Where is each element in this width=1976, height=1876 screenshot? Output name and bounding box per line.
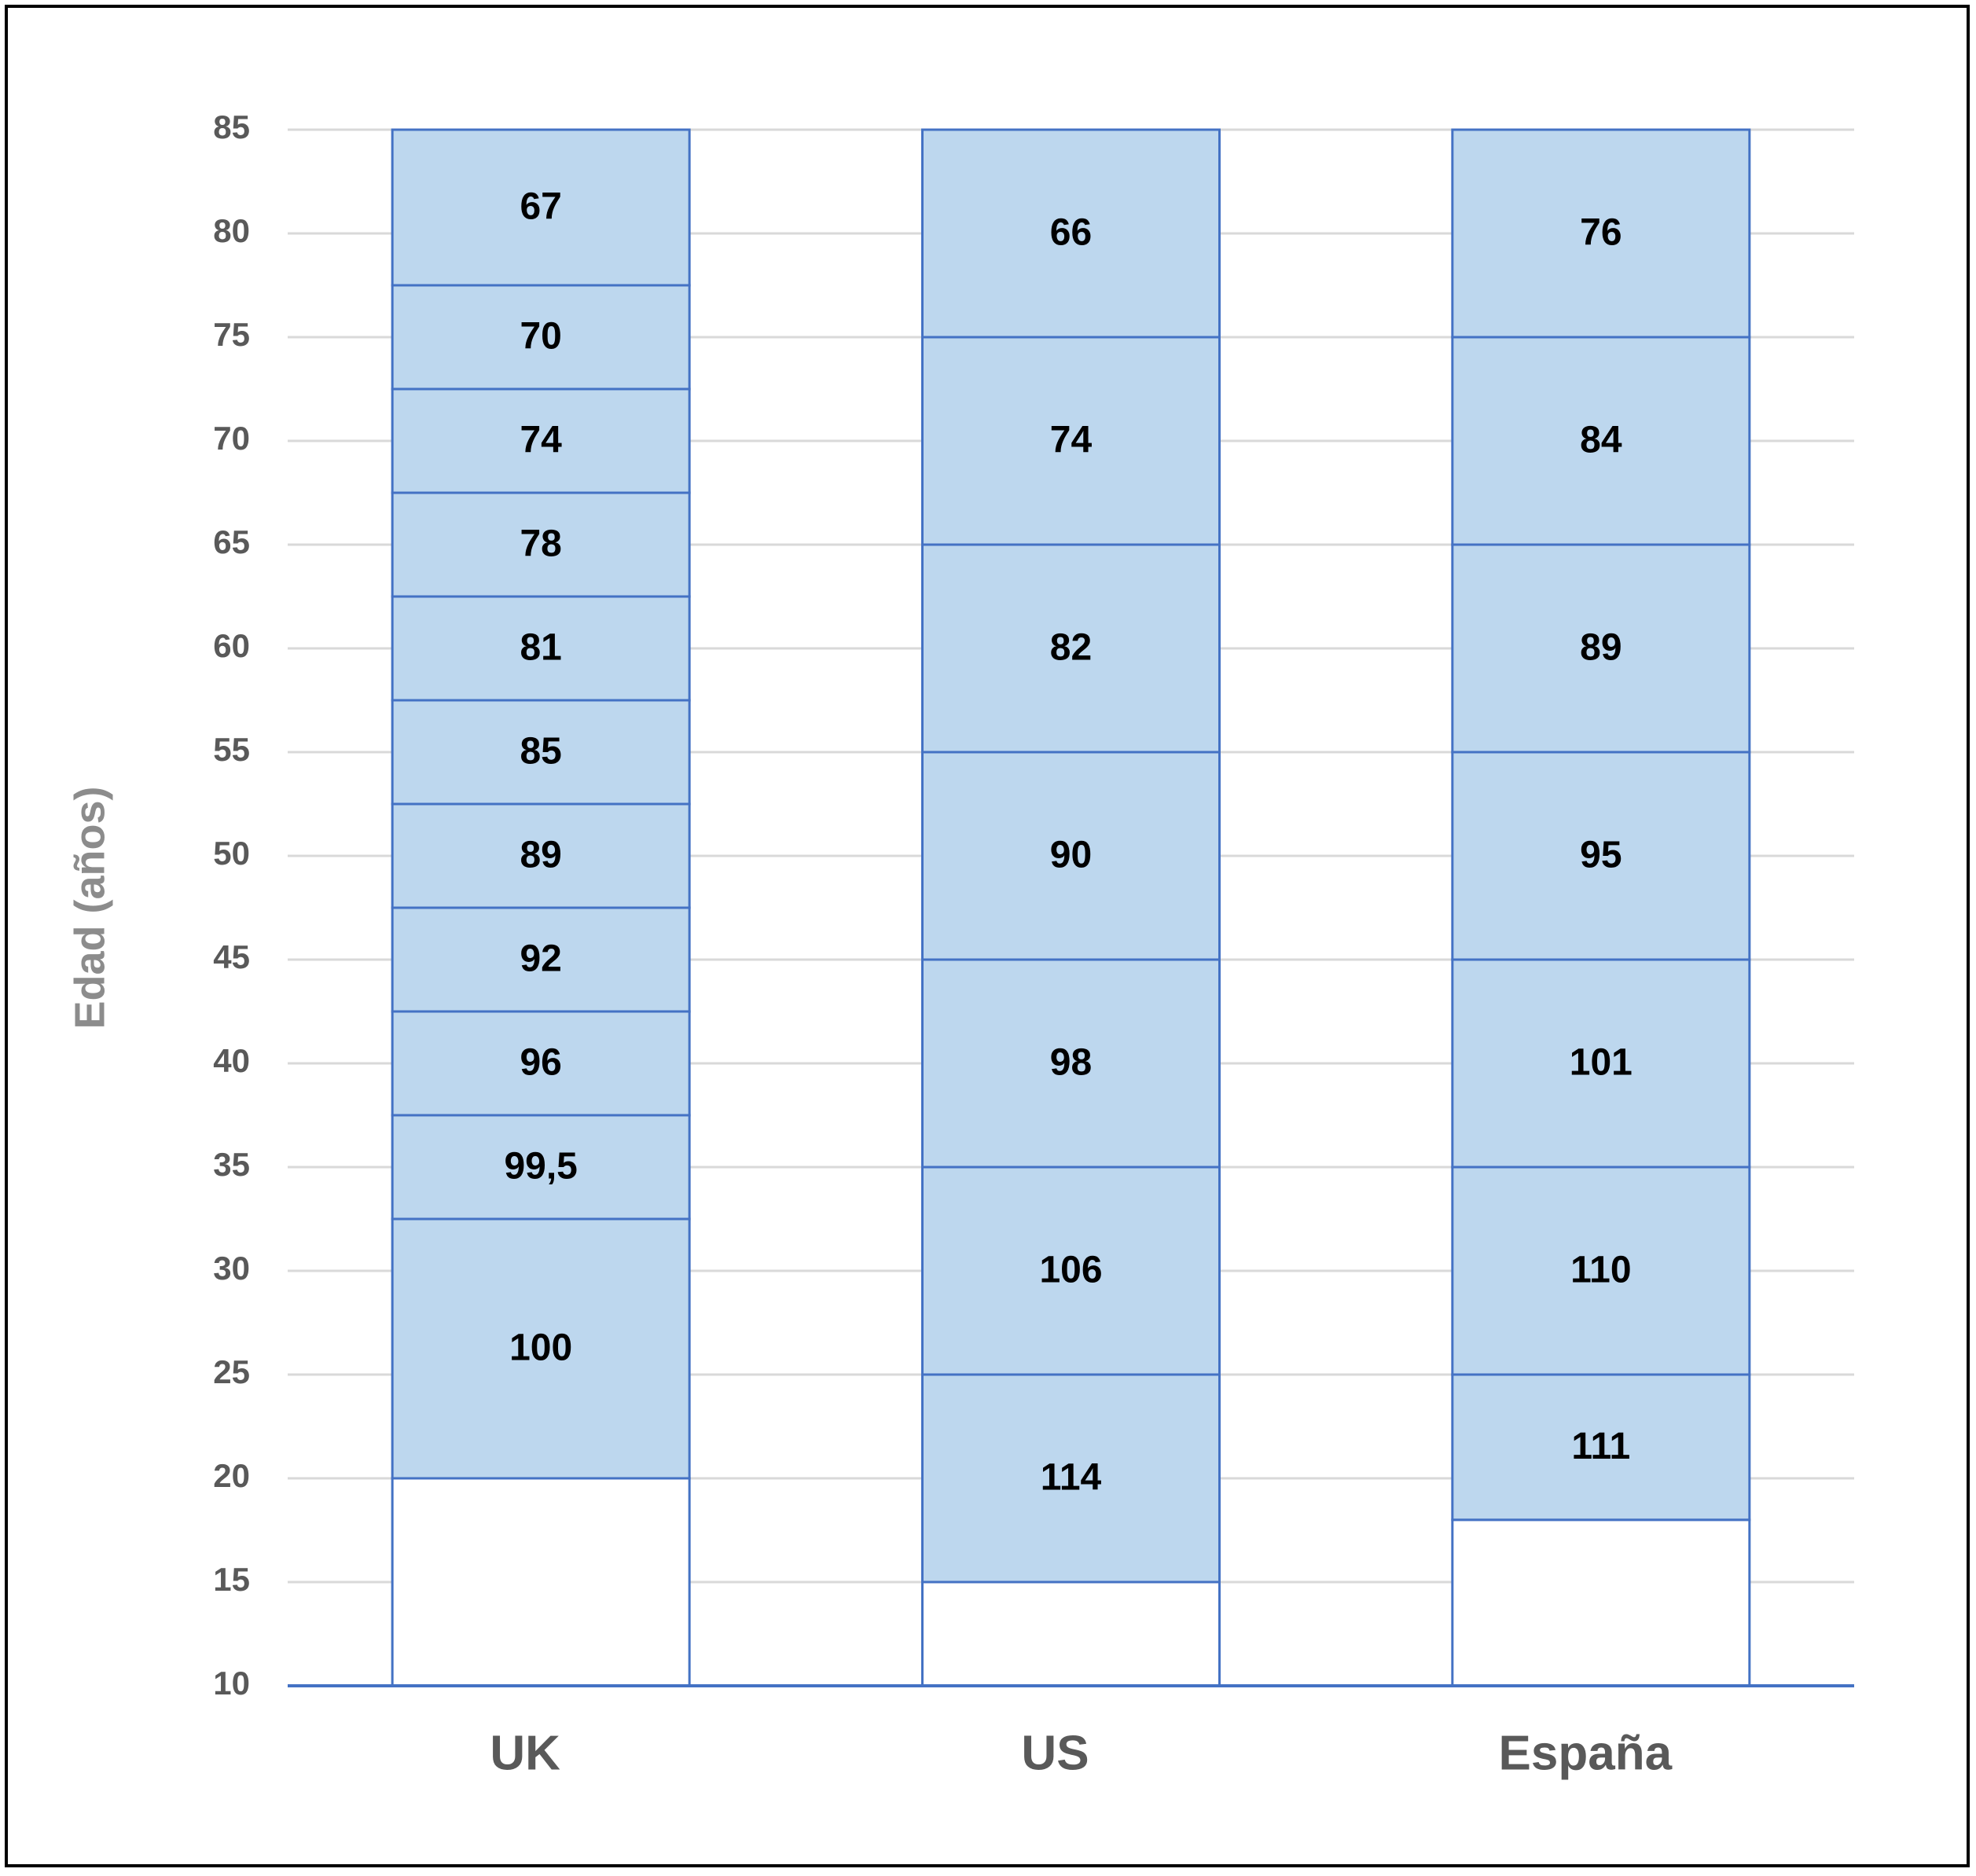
bar-segment (391, 387, 691, 494)
bar-base (391, 1477, 691, 1687)
bar-segment (391, 1114, 691, 1221)
bar-segment (391, 906, 691, 1013)
bar-segment (921, 1166, 1221, 1376)
bar-segment (1451, 1373, 1751, 1522)
bar-segment (391, 491, 691, 598)
data-label: 101 (1570, 1042, 1633, 1084)
data-label: 85 (520, 731, 561, 773)
data-label: 70 (520, 316, 561, 358)
x-tick-label: US (1021, 1726, 1089, 1780)
data-label: 89 (1580, 627, 1622, 669)
bar-segment (921, 336, 1221, 546)
y-tick-label: 15 (213, 1561, 250, 1598)
data-label: 67 (520, 186, 561, 228)
data-label: 110 (1570, 1250, 1631, 1291)
bar-segment (1451, 751, 1751, 961)
data-label: 92 (520, 938, 561, 980)
bar-segment (1451, 336, 1751, 546)
y-tick-label: 35 (213, 1146, 250, 1183)
bar-segment (1451, 958, 1751, 1169)
data-label: 106 (1039, 1250, 1102, 1291)
bar-segment (1451, 1166, 1751, 1376)
x-tick-label: España (1499, 1726, 1673, 1780)
y-tick-label: 55 (213, 731, 250, 768)
y-axis-label: Edad (años) (66, 786, 113, 1029)
y-tick-label: 85 (213, 108, 250, 145)
bar-segment (391, 1010, 691, 1117)
data-label: 98 (1050, 1042, 1092, 1084)
y-tick-label: 75 (213, 316, 250, 353)
y-tick-label: 40 (213, 1042, 250, 1079)
bar-segment (391, 1217, 691, 1480)
bar-segment (391, 128, 691, 287)
data-label: 74 (1050, 420, 1093, 461)
data-label: 84 (1580, 420, 1622, 461)
bar-segment (921, 543, 1221, 754)
data-label: 82 (1050, 627, 1092, 669)
x-tick-label: UK (490, 1726, 560, 1780)
data-label: 90 (1050, 835, 1092, 876)
y-tick-label: 60 (213, 627, 250, 664)
bar-base (1451, 1518, 1751, 1687)
bar-base (921, 1580, 1221, 1687)
y-tick-label: 30 (213, 1250, 250, 1287)
data-label: 76 (1580, 212, 1622, 254)
data-label: 96 (520, 1042, 561, 1084)
y-tick-label: 70 (213, 420, 250, 457)
y-tick-label: 25 (213, 1353, 250, 1390)
data-label: 74 (520, 420, 562, 461)
data-label: 89 (520, 835, 561, 876)
data-label: 99,5 (504, 1146, 577, 1188)
y-tick-label: 10 (213, 1665, 250, 1702)
bar-segment (921, 128, 1221, 339)
data-label: 78 (520, 523, 561, 565)
bar-segment (391, 595, 691, 702)
data-label: 111 (1571, 1426, 1630, 1467)
y-tick-label: 45 (213, 938, 250, 975)
data-label: 66 (1050, 212, 1092, 254)
y-tick-label: 20 (213, 1457, 250, 1494)
bar-segment (1451, 128, 1751, 339)
data-label: 95 (1580, 835, 1622, 876)
y-tick-label: 50 (213, 835, 250, 872)
bar-segment (921, 958, 1221, 1169)
bar-segment (921, 1373, 1221, 1584)
data-label: 114 (1041, 1457, 1102, 1499)
data-label: 100 (509, 1327, 572, 1369)
bar-segment (391, 284, 691, 391)
bar-segment (921, 751, 1221, 961)
bar-segment (1451, 543, 1751, 754)
data-label: 81 (520, 627, 561, 669)
y-tick-label: 65 (213, 523, 250, 560)
y-tick-label: 80 (213, 212, 250, 249)
bar-segment (391, 802, 691, 909)
